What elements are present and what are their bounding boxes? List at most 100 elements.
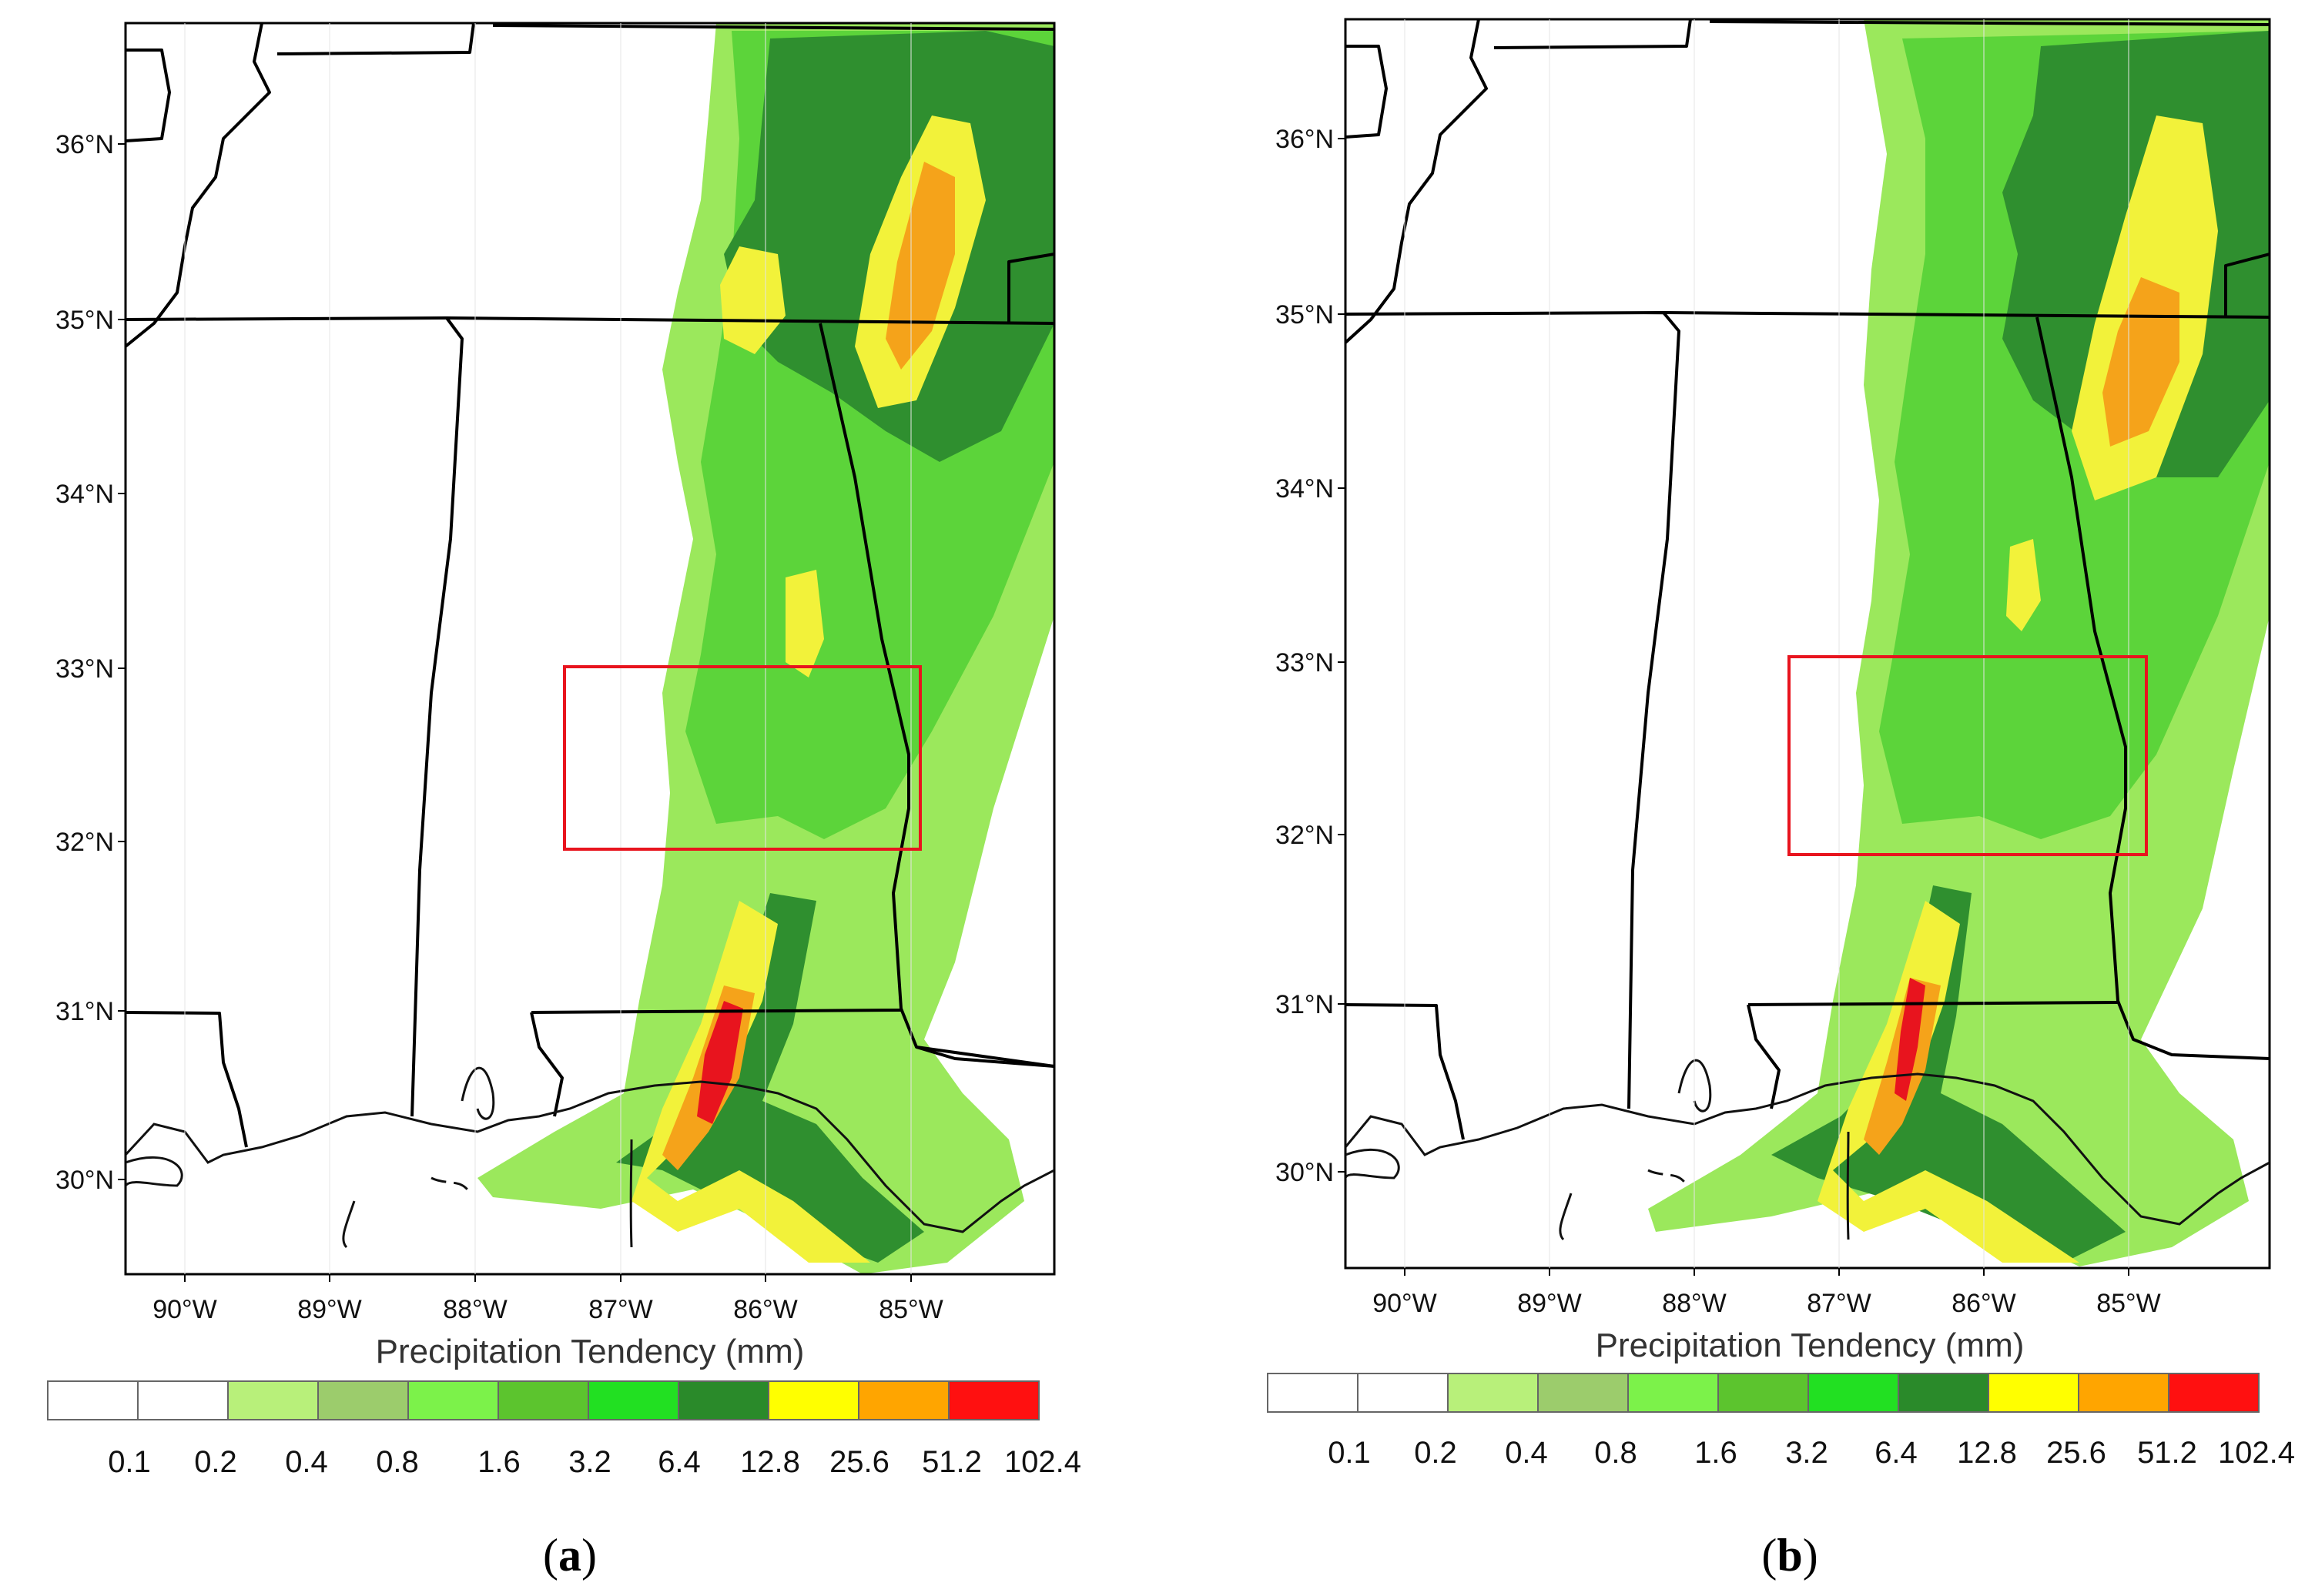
lat-label: 30°N — [55, 1166, 114, 1195]
precip-contour-yellow-b-a — [720, 246, 786, 354]
lat-label: 34°N — [1275, 474, 1334, 504]
highlight-box-a — [563, 665, 922, 851]
colorbar-swatch — [588, 1380, 679, 1420]
colorbar-label: 0.1 — [1328, 1436, 1371, 1470]
colorbar-label: 0.8 — [1594, 1436, 1637, 1470]
lon-label: 86°W — [1952, 1289, 2016, 1318]
colorbar-swatch — [678, 1380, 769, 1420]
precip-contour-red-a — [697, 1001, 743, 1124]
al-fl-border-a — [531, 1009, 902, 1014]
colorbar-swatch — [317, 1380, 409, 1420]
map-frame-a — [124, 22, 1056, 1276]
colorbar-b — [1267, 1373, 2260, 1413]
lon-axis-a: 90°W 89°W 88°W 87°W 86°W 85°W — [152, 1274, 943, 1324]
colorbar-label: 12.8 — [1957, 1436, 2017, 1470]
colorbar-label: 0.4 — [285, 1445, 328, 1479]
al-ga-south-a — [916, 1046, 1054, 1068]
gridlines-a — [184, 23, 912, 1274]
colorbar-swatch — [1627, 1373, 1719, 1413]
colorbar-swatch — [1537, 1373, 1629, 1413]
ms-al-border-a — [410, 316, 464, 1117]
lat-label: 33°N — [1275, 648, 1334, 678]
al-baldwin-border-b — [1747, 1004, 1781, 1109]
colorbar-swatch — [1447, 1373, 1539, 1413]
highlight-box-b — [1787, 655, 2148, 856]
lon-label: 89°W — [297, 1295, 362, 1324]
lon-label: 87°W — [588, 1295, 653, 1324]
panel-b: 36°N 35°N 34°N 33°N 32°N 31°N 30°N 90°W … — [1267, 18, 2295, 1581]
precip-field-a — [477, 23, 1054, 1274]
lon-label: 87°W — [1807, 1289, 1871, 1318]
precip-contour-yellow-c-a — [786, 570, 824, 678]
colorbar-label: 102.4 — [2218, 1436, 2295, 1470]
precip-contour-dark-b-b — [1771, 885, 2126, 1263]
colorbar-swatch — [2168, 1373, 2260, 1413]
colorbar-swatch — [1988, 1373, 2079, 1413]
lon-label: 88°W — [443, 1295, 508, 1324]
lat-label: 31°N — [55, 997, 114, 1026]
map-frame-b — [1344, 18, 2271, 1270]
precip-contour-orange-a — [886, 162, 955, 370]
la-ms-border-b — [1345, 1003, 1465, 1140]
colorbar-swatch — [948, 1380, 1040, 1420]
colorbar-swatch — [858, 1380, 950, 1420]
colorbar-swatch — [498, 1380, 589, 1420]
colorbar-swatch — [1717, 1373, 1809, 1413]
colorbar-label: 0.4 — [1505, 1436, 1548, 1470]
lon-label: 90°W — [1372, 1289, 1437, 1318]
colorbar-label: 25.6 — [829, 1445, 890, 1479]
colorbar-label: 12.8 — [740, 1445, 800, 1479]
precip-contour-yellow-d-a — [632, 901, 870, 1263]
lat-label: 33°N — [55, 654, 114, 684]
top-border-b — [1709, 20, 2270, 26]
precip-contour-yellow-b-b — [2006, 539, 2041, 631]
lon-label: 85°W — [2096, 1289, 2161, 1318]
colorbar-label: 102.4 — [1004, 1445, 1081, 1479]
ar-box-b — [1345, 45, 1388, 139]
lat-label: 32°N — [1275, 821, 1334, 850]
panel-a: 36°N 35°N 34°N 33°N 32°N 31°N 30°N 90°W … — [47, 22, 1081, 1581]
precip-contour-yellow-c-b — [1818, 901, 2079, 1263]
colorbar-label: 0.8 — [376, 1445, 419, 1479]
ar-box-a — [126, 49, 171, 142]
lon-label: 88°W — [1662, 1289, 1727, 1318]
lat-label: 30°N — [1275, 1158, 1334, 1187]
colorbar-label: 6.4 — [1874, 1436, 1918, 1470]
top-border-a — [492, 24, 1054, 31]
ms-al-border-b — [1627, 311, 1680, 1109]
gridlines-b — [1404, 19, 2129, 1268]
lat-label: 31°N — [1275, 990, 1334, 1019]
colorbar-label: 0.2 — [194, 1445, 237, 1479]
lon-label: 90°W — [152, 1295, 217, 1324]
colorbar-label: 0.2 — [1414, 1436, 1457, 1470]
lat-label: 35°N — [55, 306, 114, 335]
colorbar-swatch — [137, 1380, 229, 1420]
mississippi-river-a — [126, 23, 271, 348]
al-baldwin-border-a — [530, 1012, 564, 1117]
colorbar-label: 1.6 — [477, 1445, 521, 1479]
ga-nc-border-a — [1007, 253, 1054, 323]
ky-tn-border-a — [276, 23, 475, 55]
panel-label-a: (a) — [543, 1530, 597, 1581]
la-ms-border-a — [126, 1011, 248, 1148]
colorbar-title-b: Precipitation Tendency (mm) — [1596, 1327, 2025, 1364]
lat-axis-a: 36°N 35°N 34°N 33°N 32°N 31°N 30°N — [55, 130, 126, 1195]
lon-label: 89°W — [1517, 1289, 1582, 1318]
ky-tn-border-b — [1493, 19, 1692, 49]
lat-label: 36°N — [1275, 125, 1334, 154]
colorbar-label: 3.2 — [568, 1445, 611, 1479]
colorbar-swatch — [1267, 1373, 1359, 1413]
colorbar-title-a: Precipitation Tendency (mm) — [376, 1333, 805, 1370]
lon-label: 86°W — [733, 1295, 798, 1324]
lat-label: 32°N — [55, 828, 114, 857]
colorbar-swatch — [768, 1380, 859, 1420]
colorbar-swatch — [2078, 1373, 2169, 1413]
lat-label: 35°N — [1275, 300, 1334, 330]
colorbar-label: 51.2 — [2137, 1436, 2197, 1470]
colorbar-labels-a: 0.1 0.2 0.4 0.8 1.6 3.2 6.4 12.8 25.6 51… — [108, 1445, 1081, 1479]
colorbar-label: 1.6 — [1694, 1436, 1737, 1470]
colorbar-labels-b: 0.1 0.2 0.4 0.8 1.6 3.2 6.4 12.8 25.6 51… — [1328, 1436, 2295, 1470]
mississippi-river-b — [1345, 19, 1488, 344]
lat-label: 34°N — [55, 480, 114, 509]
colorbar-swatch — [227, 1380, 319, 1420]
